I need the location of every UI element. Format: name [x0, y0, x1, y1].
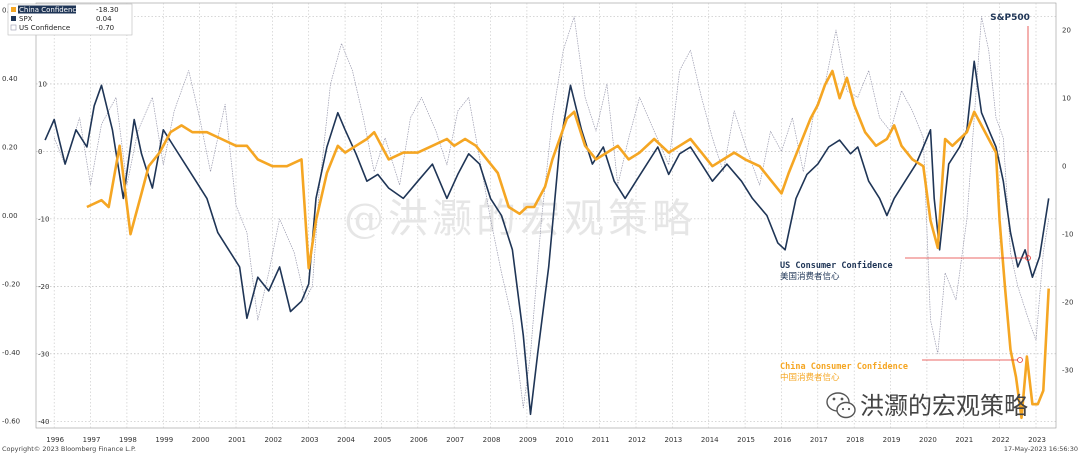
annotation-china-sublabel: 中国消费者信心 — [780, 372, 840, 383]
inner-axis-tick: -40 — [38, 418, 49, 426]
x-tick-label: 1999 — [155, 436, 173, 444]
inner-axis-tick: -30 — [38, 350, 49, 358]
annotation-us-label: US Consumer Confidence — [780, 260, 893, 271]
x-tick-label: 2022 — [992, 436, 1010, 444]
inner-axis-tick: -10 — [38, 215, 49, 223]
x-tick-label: 2015 — [737, 436, 755, 444]
watermark: @洪灏的宏观策略 — [344, 196, 696, 242]
x-tick-label: 2010 — [555, 436, 573, 444]
legend-value-spx: 0.04 — [96, 15, 112, 23]
left-axis-tick: 0.00 — [2, 212, 18, 220]
left-axis-tick: -0.20 — [2, 281, 20, 289]
x-tick-label: 2007 — [446, 436, 464, 444]
x-tick-label: 2006 — [410, 436, 428, 444]
x-tick-label: 2019 — [883, 436, 901, 444]
footer-copyright: Copyright© 2023 Bloomberg Finance L.P. — [2, 445, 136, 453]
footer-timestamp: 17-May-2023 16:56:30 — [1004, 445, 1078, 453]
x-tick-label: 2017 — [810, 436, 828, 444]
x-tick-label: 2000 — [192, 436, 210, 444]
x-tick-label: 2020 — [919, 436, 937, 444]
legend-label-china: China Confidence — [19, 6, 81, 14]
x-tick-label: 2001 — [228, 436, 246, 444]
legend-swatch-china — [11, 7, 16, 12]
right-axis-tick: -30 — [1062, 367, 1073, 375]
x-tick-label: 2014 — [701, 436, 719, 444]
x-tick-label: 2004 — [337, 436, 355, 444]
left-axis-tick: 0.40 — [2, 75, 18, 83]
x-tick-label: 2011 — [592, 436, 610, 444]
wechat-label: 洪灏的宏观策略 — [860, 392, 1028, 420]
annotation-china-label: China Consumer Confidence — [780, 361, 908, 372]
x-tick-label: 2013 — [664, 436, 682, 444]
legend-swatch-spx — [11, 16, 16, 21]
x-tick-label: 1997 — [83, 436, 101, 444]
left-axis-tick: -0.40 — [2, 349, 20, 357]
chart: @洪灏的宏观策略 20100-10-20-30-4019961997199819… — [0, 0, 1080, 453]
x-tick-label: 2002 — [264, 436, 282, 444]
annotation-us-sublabel: 美国消费者信心 — [780, 271, 840, 282]
x-tick-label: 2003 — [301, 436, 319, 444]
legend-label-us: US Confidence — [19, 24, 70, 32]
x-tick-label: 2008 — [483, 436, 501, 444]
legend-swatch-us — [11, 25, 16, 30]
legend-value-us: -0.70 — [96, 24, 114, 32]
x-tick-label: 1996 — [46, 436, 64, 444]
right-axis-tick: 10 — [1062, 95, 1071, 103]
x-tick-label: 2005 — [374, 436, 392, 444]
legend: China Confidence -18.30 SPX 0.04 US Conf… — [8, 4, 132, 35]
x-tick-label: 2021 — [955, 436, 973, 444]
inner-axis-tick: 0 — [38, 148, 42, 156]
right-axis-tick: -10 — [1062, 231, 1073, 239]
inner-axis-tick: 10 — [38, 80, 47, 88]
x-tick-label: 2012 — [628, 436, 646, 444]
right-axis-tick: -20 — [1062, 299, 1073, 307]
left-axis-tick: -0.60 — [2, 418, 20, 426]
x-tick-label: 2023 — [1028, 436, 1046, 444]
x-tick-label: 2009 — [519, 436, 537, 444]
right-axis-tick: 20 — [1062, 27, 1071, 35]
left-axis-tick: 0.20 — [2, 143, 18, 151]
x-tick-label: 2016 — [774, 436, 792, 444]
right-axis-tick: 0 — [1062, 163, 1066, 171]
inner-axis-tick: -20 — [38, 283, 49, 291]
legend-value-china: -18.30 — [96, 6, 119, 14]
legend-label-spx: SPX — [19, 15, 33, 23]
x-tick-label: 1998 — [119, 436, 137, 444]
x-tick-label: 2018 — [846, 436, 864, 444]
annotation-spx-label: S&P500 — [990, 13, 1030, 23]
